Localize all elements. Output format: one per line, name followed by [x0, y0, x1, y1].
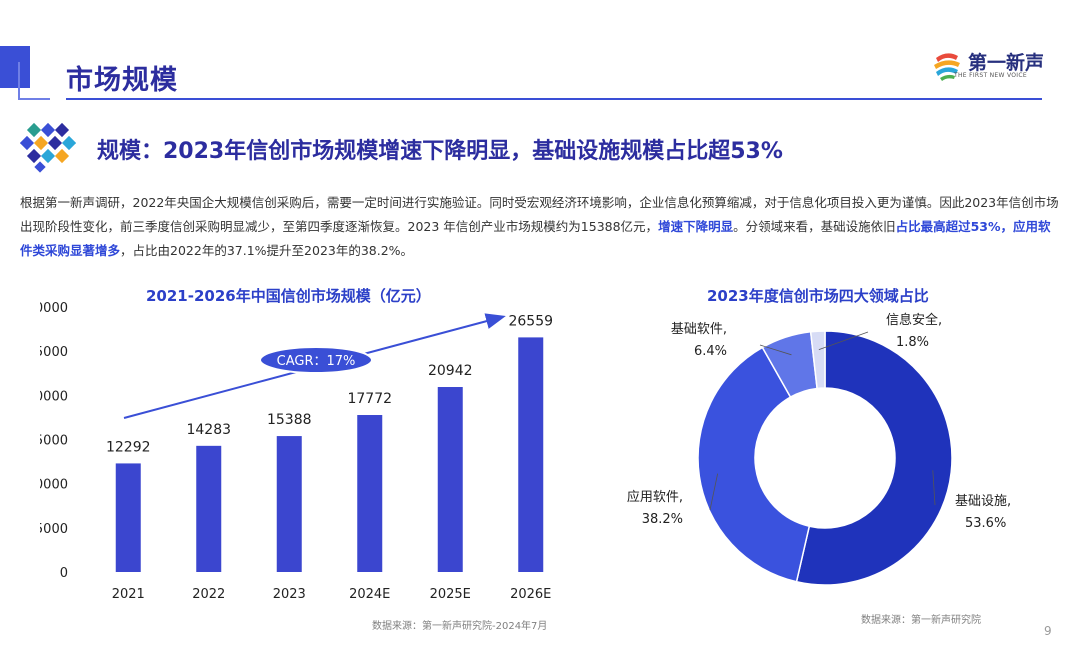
- header-accent-block: [0, 46, 30, 88]
- x-tick-label: 2026E: [510, 587, 551, 602]
- donut-slice: [809, 330, 826, 390]
- y-tick-label: 15000: [40, 434, 68, 449]
- donut-slice-label: 基础软件,: [671, 322, 727, 337]
- bar-2023: [276, 436, 302, 572]
- title-divider: [66, 98, 1042, 100]
- y-tick-label: 5000: [40, 522, 68, 537]
- donut-slice-label: 信息安全,: [886, 312, 942, 328]
- logo-text: 第一新声: [968, 52, 1045, 74]
- x-tick-label: 2022: [192, 587, 225, 602]
- cagr-badge: [259, 346, 373, 374]
- y-tick-label: 25000: [40, 345, 68, 360]
- donut-slice: [697, 346, 811, 583]
- bar-value-label: 14283: [186, 422, 231, 438]
- donut-leader-line: [818, 331, 869, 351]
- donut-slice-percent: 53.6%: [965, 516, 1006, 531]
- donut-slice-label: 基础设施,: [955, 494, 1011, 509]
- bar-value-label: 12292: [106, 439, 151, 455]
- y-tick-label: 20000: [40, 389, 68, 404]
- y-tick-label: 0: [60, 566, 68, 581]
- donut-leader-line: [932, 470, 936, 506]
- x-tick-label: 2021: [112, 587, 145, 602]
- cagr-label: CAGR：17%: [277, 354, 356, 369]
- bar-chart-source: 数据来源：第一新声研究院-2024年7月: [372, 621, 548, 632]
- donut-slice-percent: 38.2%: [642, 512, 683, 527]
- y-tick-label: 10000: [40, 478, 68, 493]
- header-accent-frame: [18, 62, 50, 100]
- bar-2022: [196, 445, 222, 572]
- bar-chart: 300002500020000150001000050000 CAGR：17% …: [40, 301, 553, 602]
- brand-logo: 第一新声 THE FIRST NEW VOICE: [930, 48, 1060, 84]
- y-tick-label: 30000: [40, 301, 68, 316]
- x-tick-label: 2024E: [349, 587, 390, 602]
- summary-paragraph: 根据第一新声调研，2022年央国企大规模信创采购后，需要一定时间进行实施验证。同…: [20, 191, 1060, 263]
- section-heading: 规模：2023年信创市场规模增速下降明显，基础设施规模占比超53%: [97, 139, 783, 164]
- bar-value-label: 26559: [508, 313, 553, 329]
- highlight-growth: 增速下降明显: [658, 219, 734, 234]
- bar-2024E: [357, 415, 383, 572]
- bar-2025E: [437, 387, 463, 572]
- bar-2026E: [518, 337, 544, 572]
- donut-chart-source: 数据来源：第一新声研究院: [861, 615, 981, 626]
- donut-leader-line: [759, 344, 792, 356]
- paragraph-text-2: 。分领域来看，基础设施依旧: [733, 219, 896, 234]
- donut-slice: [795, 330, 953, 586]
- logo-icon: [934, 53, 960, 81]
- bar-chart-title: 2021-2026年中国信创市场规模（亿元）: [146, 287, 431, 305]
- bar-2021: [115, 463, 141, 572]
- x-tick-label: 2025E: [430, 587, 471, 602]
- donut-chart: 基础设施, 53.6% 应用软件, 38.2% 基础软件, 6.4% 信息安全, 1.8%: [627, 312, 1011, 586]
- paragraph-text-1: 根据第一新声调研，2022年央国企大规模信创采购后，需要一定时间进行实施验证。同…: [20, 195, 1059, 234]
- donut-chart-title: 2023年度信创市场四大领域占比: [707, 287, 929, 305]
- bar-value-label: 17772: [347, 391, 392, 407]
- highlight-share: 占比最高超过53%，应用软件类采购显著增多: [20, 219, 1051, 258]
- page-number: 9: [1044, 624, 1052, 638]
- donut-slice-label: 应用软件,: [627, 489, 683, 505]
- diamond-cluster-icon: [20, 122, 76, 173]
- page-title: 市场规模: [66, 65, 178, 96]
- bar-value-label: 20942: [428, 363, 473, 379]
- donut-slice-percent: 1.8%: [896, 335, 929, 350]
- logo-subtitle: THE FIRST NEW VOICE: [954, 72, 1027, 79]
- paragraph-text-3: ，占比由2022年的37.1%提升至2023年的38.2%。: [120, 243, 414, 258]
- bar-value-label: 15388: [267, 412, 312, 428]
- x-tick-label: 2023: [273, 587, 306, 602]
- donut-leader-line: [709, 473, 719, 511]
- donut-slice-percent: 6.4%: [694, 344, 727, 359]
